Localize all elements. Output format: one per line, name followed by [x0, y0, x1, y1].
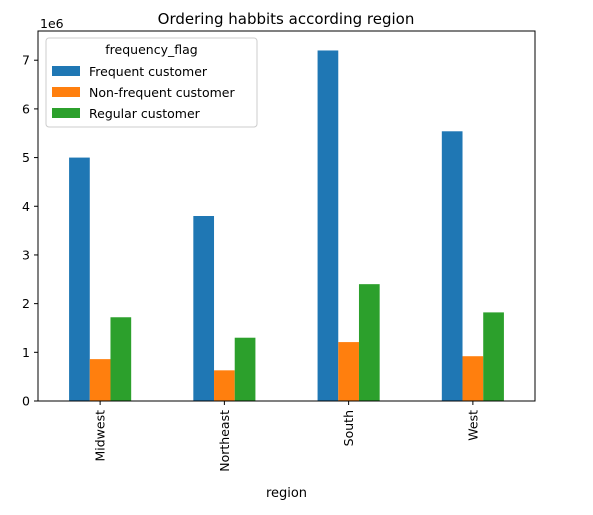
legend-swatch	[52, 87, 80, 97]
y-tick-label: 1	[22, 345, 30, 360]
bar-south-series-0	[317, 50, 339, 401]
legend-box	[45, 37, 258, 128]
x-tick-label: West	[465, 410, 480, 441]
axes-layer: Midwest Northeast South West 0 1 2 3 4 5 6 7	[22, 53, 480, 472]
legend-swatch	[52, 66, 80, 76]
bar-northeast-series-0	[193, 216, 215, 401]
y-axis-multiplier: 1e6	[40, 16, 64, 31]
y-tick-label: 5	[22, 150, 30, 165]
x-tick-label: Midwest	[93, 410, 108, 462]
bar-south-series-1	[338, 342, 359, 401]
bar-midwest-series-2	[110, 317, 132, 401]
chart-title: Ordering habbits according region	[158, 10, 415, 28]
y-tick-label: 4	[22, 199, 30, 214]
y-tick-label: 2	[22, 296, 30, 311]
y-tick-label: 3	[22, 247, 30, 262]
bar-midwest-series-0	[69, 157, 90, 401]
bars-layer	[69, 50, 504, 402]
plot-area-frame	[37, 30, 536, 402]
bar-midwest-series-1	[89, 359, 111, 401]
legend-swatch	[52, 108, 80, 118]
x-tick-label: South	[341, 410, 356, 446]
bar-west-series-0	[441, 131, 463, 402]
bar-west-series-1	[462, 356, 484, 401]
x-tick-label: Northeast	[217, 410, 232, 472]
x-axis-label: region	[266, 486, 307, 501]
y-tick-label: 0	[22, 394, 30, 409]
legend: frequency_flag Frequent customer Non-frequ…	[45, 37, 258, 128]
bar-northeast-series-2	[234, 337, 256, 401]
legend-entry-label: Regular customer	[89, 106, 201, 121]
y-tick-label: 7	[22, 53, 30, 68]
bar-south-series-2	[358, 284, 380, 401]
legend-entry-label: Non-frequent customer	[89, 85, 235, 100]
legend-title: frequency_flag	[105, 42, 197, 57]
y-tick-label: 6	[22, 101, 30, 116]
legend-entry-label: Frequent customer	[89, 64, 208, 79]
bar-northeast-series-1	[214, 370, 235, 401]
bar-west-series-2	[483, 312, 504, 401]
